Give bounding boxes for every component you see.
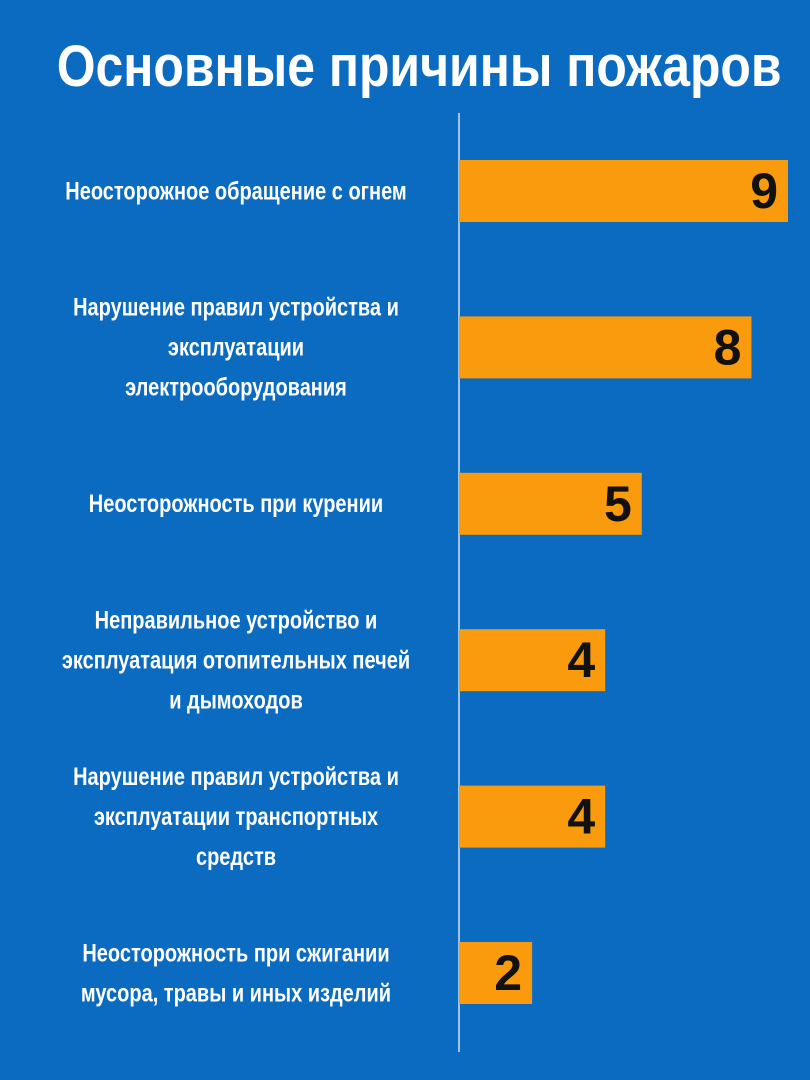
value-label-5: 2 [494, 945, 522, 1001]
category-label-4: Нарушение правил устройства и эксплуатаци… [73, 763, 399, 871]
bar-4 [459, 785, 606, 848]
bar-2 [459, 472, 642, 535]
category-label-5: Неосторожность при сжигании мусора, травы… [81, 939, 391, 1007]
value-label-3: 4 [567, 632, 595, 688]
bar-5 [459, 942, 533, 1004]
value-label-2: 5 [604, 476, 632, 532]
value-label-1: 8 [714, 319, 742, 375]
category-label-2: Неосторожность при курении [89, 490, 383, 518]
bar-0 [459, 160, 788, 222]
bar-3 [459, 629, 606, 692]
chart-title: Основные причины пожаров [56, 34, 782, 99]
bars-layer [459, 160, 788, 1004]
value-label-0: 9 [750, 163, 778, 219]
category-labels-layer: Неосторожное обращение с огнем Нарушение … [62, 177, 410, 1007]
value-labels-layer: 9 8 5 4 4 2 [494, 163, 778, 1001]
category-label-1: Нарушение правил устройства и эксплуатаци… [73, 294, 399, 402]
bar-1 [459, 316, 752, 379]
category-label-0: Неосторожное обращение с огнем [65, 177, 406, 205]
category-label-3: Неправильное устройство и эксплуатация от… [62, 606, 410, 714]
value-label-4: 4 [567, 789, 595, 845]
